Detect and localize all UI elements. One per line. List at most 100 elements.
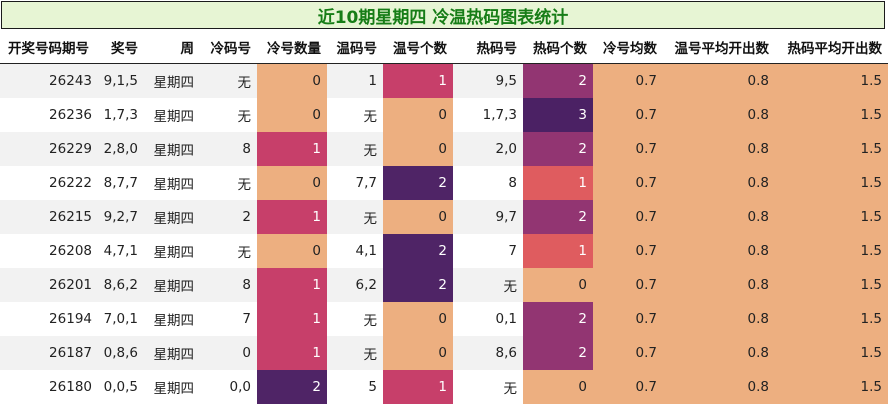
col-header-warm-numbers: 温码号: [327, 30, 383, 64]
cell-cold-avg: 0.7: [593, 336, 663, 370]
cell-cold-numbers: 7: [200, 302, 257, 336]
col-header-warm-count: 温号个数: [383, 30, 453, 64]
cell-hot-numbers: 无: [453, 370, 523, 404]
cell-cold-count: 1: [257, 268, 327, 302]
cell-warm-count: 2: [383, 234, 453, 268]
cell-weekday: 星期四: [144, 370, 200, 404]
cell-cold-count: 0: [257, 98, 327, 132]
cell-hot-avg: 1.5: [775, 370, 888, 404]
cell-hot-avg: 1.5: [775, 336, 888, 370]
cell-cold-numbers: 无: [200, 166, 257, 200]
table-row: 26180 0,0,5 星期四 0,0 2 5 1 无 0 0.7 0.8 1.5: [0, 370, 888, 404]
cell-hot-count: 2: [523, 336, 593, 370]
cell-numbers: 9,1,5: [98, 63, 144, 98]
cell-numbers: 2,8,0: [98, 132, 144, 166]
cell-warm-numbers: 1: [327, 63, 383, 98]
cell-warm-count: 0: [383, 200, 453, 234]
cell-hot-avg: 1.5: [775, 98, 888, 132]
cell-warm-count: 2: [383, 166, 453, 200]
cell-hot-numbers: 7: [453, 234, 523, 268]
cell-hot-count: 0: [523, 370, 593, 404]
col-header-warm-avg: 温号平均开出数: [663, 30, 775, 64]
cell-cold-numbers: 2: [200, 200, 257, 234]
cell-cold-numbers: 8: [200, 132, 257, 166]
cell-warm-avg: 0.8: [663, 132, 775, 166]
cell-hot-avg: 1.5: [775, 234, 888, 268]
table-row: 26215 9,2,7 星期四 2 1 无 0 9,7 2 0.7 0.8 1.5: [0, 200, 888, 234]
cell-warm-numbers: 无: [327, 302, 383, 336]
cell-cold-avg: 0.7: [593, 200, 663, 234]
cell-issue: 26229: [0, 132, 98, 166]
table-row: 26229 2,8,0 星期四 8 1 无 0 2,0 2 0.7 0.8 1.5: [0, 132, 888, 166]
cell-issue: 26236: [0, 98, 98, 132]
table-row: 26187 0,8,6 星期四 0 1 无 0 8,6 2 0.7 0.8 1.5: [0, 336, 888, 370]
col-header-issue: 开奖号码期号: [0, 30, 98, 64]
cell-cold-numbers: 无: [200, 98, 257, 132]
cell-numbers: 8,6,2: [98, 268, 144, 302]
cell-warm-count: 0: [383, 302, 453, 336]
cell-hot-numbers: 8: [453, 166, 523, 200]
cell-warm-avg: 0.8: [663, 370, 775, 404]
cell-warm-avg: 0.8: [663, 234, 775, 268]
cell-cold-numbers: 8: [200, 268, 257, 302]
table-row: 26243 9,1,5 星期四无 0 1 1 9,5 2 0.7 0.8 1.5: [0, 63, 888, 98]
cell-hot-count: 2: [523, 200, 593, 234]
cell-warm-numbers: 无: [327, 200, 383, 234]
col-header-cold-numbers: 冷码号: [200, 30, 257, 64]
cell-hot-numbers: 无: [453, 268, 523, 302]
cell-hot-numbers: 1,7,3: [453, 98, 523, 132]
cell-hot-count: 2: [523, 63, 593, 98]
cell-warm-numbers: 5: [327, 370, 383, 404]
cell-warm-count: 2: [383, 268, 453, 302]
cell-hot-avg: 1.5: [775, 63, 888, 98]
cell-cold-avg: 0.7: [593, 370, 663, 404]
cell-weekday: 星期四: [144, 166, 200, 200]
cell-cold-avg: 0.7: [593, 132, 663, 166]
cell-numbers: 4,7,1: [98, 234, 144, 268]
cell-warm-count: 1: [383, 63, 453, 98]
cell-hot-count: 3: [523, 98, 593, 132]
cell-warm-count: 1: [383, 370, 453, 404]
cell-issue: 26208: [0, 234, 98, 268]
cell-warm-numbers: 无: [327, 98, 383, 132]
cell-warm-avg: 0.8: [663, 98, 775, 132]
cell-hot-count: 2: [523, 302, 593, 336]
cell-issue: 26201: [0, 268, 98, 302]
table-title: 近10期星期四 冷温热码图表统计: [1, 1, 885, 29]
cell-cold-avg: 0.7: [593, 268, 663, 302]
col-header-cold-count: 冷号数量: [257, 30, 327, 64]
cell-cold-count: 0: [257, 234, 327, 268]
cell-warm-numbers: 7,7: [327, 166, 383, 200]
cell-warm-numbers: 无: [327, 132, 383, 166]
cell-cold-avg: 0.7: [593, 63, 663, 98]
col-header-weekday: 周: [144, 30, 200, 64]
cell-numbers: 0,8,6: [98, 336, 144, 370]
col-header-cold-avg: 冷号均数: [593, 30, 663, 64]
cell-cold-avg: 0.7: [593, 302, 663, 336]
cell-weekday: 星期四: [144, 200, 200, 234]
header-row: 开奖号码期号 奖号 周 冷码号 冷号数量 温码号 温号个数 热码号 热码个数 冷…: [0, 30, 888, 64]
cell-cold-numbers: 无: [200, 63, 257, 98]
cell-hot-count: 2: [523, 132, 593, 166]
cell-hot-numbers: 0,1: [453, 302, 523, 336]
cell-hot-count: 1: [523, 166, 593, 200]
cell-hot-count: 1: [523, 234, 593, 268]
cell-cold-count: 0: [257, 166, 327, 200]
cell-warm-numbers: 6,2: [327, 268, 383, 302]
cell-hot-avg: 1.5: [775, 132, 888, 166]
stats-table: 开奖号码期号 奖号 周 冷码号 冷号数量 温码号 温号个数 热码号 热码个数 冷…: [0, 30, 888, 404]
cell-weekday: 星期四: [144, 268, 200, 302]
cell-hot-numbers: 9,5: [453, 63, 523, 98]
cell-cold-numbers: 0: [200, 336, 257, 370]
cell-weekday: 星期四: [144, 132, 200, 166]
cell-warm-avg: 0.8: [663, 63, 775, 98]
cell-weekday: 星期四: [144, 63, 200, 98]
table-body: 26243 9,1,5 星期四无 0 1 1 9,5 2 0.7 0.8 1.5 26236 1,7,3…: [0, 63, 888, 404]
cell-weekday: 星期四: [144, 234, 200, 268]
cell-issue: 26222: [0, 166, 98, 200]
cell-hot-avg: 1.5: [775, 166, 888, 200]
table-row: 26236 1,7,3 星期四无 0 无 0 1,7,3 3 0.7 0.8 1.5: [0, 98, 888, 132]
cell-warm-count: 0: [383, 336, 453, 370]
cell-hot-numbers: 9,7: [453, 200, 523, 234]
cell-numbers: 1,7,3: [98, 98, 144, 132]
